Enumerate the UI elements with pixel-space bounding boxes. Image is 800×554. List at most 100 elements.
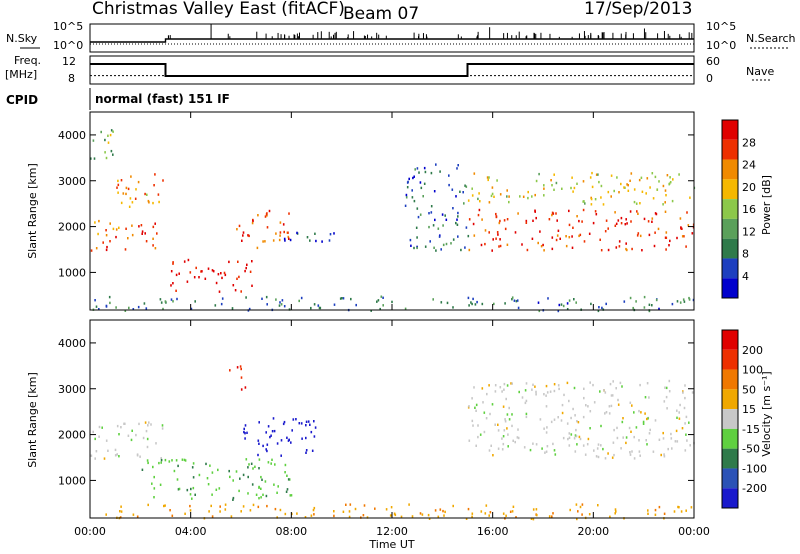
cell xyxy=(291,429,293,432)
cell xyxy=(109,240,111,243)
colorbar-segment xyxy=(722,369,738,390)
power-panel: 1000 2000 3000 4000 Slant Range [km] xyxy=(26,111,696,313)
cell xyxy=(434,218,436,222)
cell xyxy=(615,387,617,390)
cell xyxy=(663,400,666,403)
cell xyxy=(670,437,673,440)
cell xyxy=(627,184,629,187)
cell xyxy=(525,382,528,385)
cell xyxy=(278,238,281,242)
cell xyxy=(472,222,475,226)
cell xyxy=(502,442,505,446)
cell xyxy=(229,369,231,372)
cell xyxy=(413,199,416,203)
cell xyxy=(618,245,621,248)
cell xyxy=(508,406,510,410)
cell xyxy=(492,238,494,241)
cell xyxy=(92,139,95,142)
cell xyxy=(280,454,282,457)
cell xyxy=(685,245,687,248)
cell xyxy=(583,200,585,203)
cell xyxy=(445,242,448,246)
colorbar-segment xyxy=(722,409,738,429)
cell xyxy=(493,195,495,198)
cell xyxy=(688,296,690,300)
cell xyxy=(282,223,285,226)
cell xyxy=(539,418,542,421)
cell xyxy=(651,304,653,307)
cell xyxy=(467,234,470,238)
cell xyxy=(646,417,648,421)
cell xyxy=(572,407,574,411)
cell xyxy=(625,242,627,245)
cell xyxy=(349,503,352,506)
cell xyxy=(495,215,498,219)
cell xyxy=(676,440,679,443)
cell xyxy=(644,396,647,399)
cell xyxy=(534,193,536,197)
cell xyxy=(614,512,616,515)
cell xyxy=(495,212,497,216)
cell xyxy=(591,185,594,189)
cell xyxy=(154,247,157,250)
cell xyxy=(279,231,282,234)
cell xyxy=(617,398,619,402)
cell xyxy=(247,234,249,237)
cell xyxy=(545,405,548,408)
cell xyxy=(570,416,572,420)
cell xyxy=(502,435,505,438)
velocity-ylabel: Slant Range [km] xyxy=(26,372,39,468)
cell xyxy=(682,391,684,394)
cell xyxy=(145,429,148,433)
cell xyxy=(416,246,418,250)
cell xyxy=(607,452,609,455)
cell xyxy=(654,419,657,422)
cell xyxy=(499,386,502,389)
cell xyxy=(264,480,267,483)
cell xyxy=(488,176,490,179)
y-tick-label: 1000 xyxy=(58,474,86,487)
cell xyxy=(599,390,601,393)
cell xyxy=(553,188,555,191)
cell xyxy=(218,487,221,490)
cell xyxy=(549,390,552,393)
cell xyxy=(260,487,262,490)
cell xyxy=(244,386,247,389)
cell xyxy=(232,498,234,501)
cell xyxy=(477,213,480,217)
cell xyxy=(508,195,510,198)
cell xyxy=(158,461,160,465)
cell xyxy=(169,509,171,512)
cell xyxy=(164,300,167,303)
cell xyxy=(608,405,611,408)
cell xyxy=(638,450,641,453)
cell xyxy=(525,415,528,419)
cell xyxy=(152,237,154,240)
cell xyxy=(284,463,287,467)
cell xyxy=(496,179,498,182)
cell xyxy=(568,223,571,227)
cell xyxy=(534,385,536,388)
cell xyxy=(277,485,279,488)
cell xyxy=(435,163,437,166)
cell xyxy=(670,432,672,436)
cell xyxy=(531,195,533,198)
cell xyxy=(610,404,613,408)
cell xyxy=(680,510,683,513)
cell xyxy=(633,411,635,414)
cell xyxy=(593,449,595,452)
cell xyxy=(681,235,684,238)
cell xyxy=(333,232,335,235)
cell xyxy=(595,455,598,458)
cell xyxy=(645,439,647,442)
cell xyxy=(625,247,627,251)
cell xyxy=(186,488,189,492)
cell xyxy=(342,510,345,513)
cell xyxy=(232,496,235,500)
colorbar-tick: -200 xyxy=(742,482,767,495)
cell xyxy=(545,384,548,388)
cell xyxy=(310,306,312,310)
cell xyxy=(161,427,164,430)
cell xyxy=(141,232,143,235)
cell xyxy=(170,270,173,273)
